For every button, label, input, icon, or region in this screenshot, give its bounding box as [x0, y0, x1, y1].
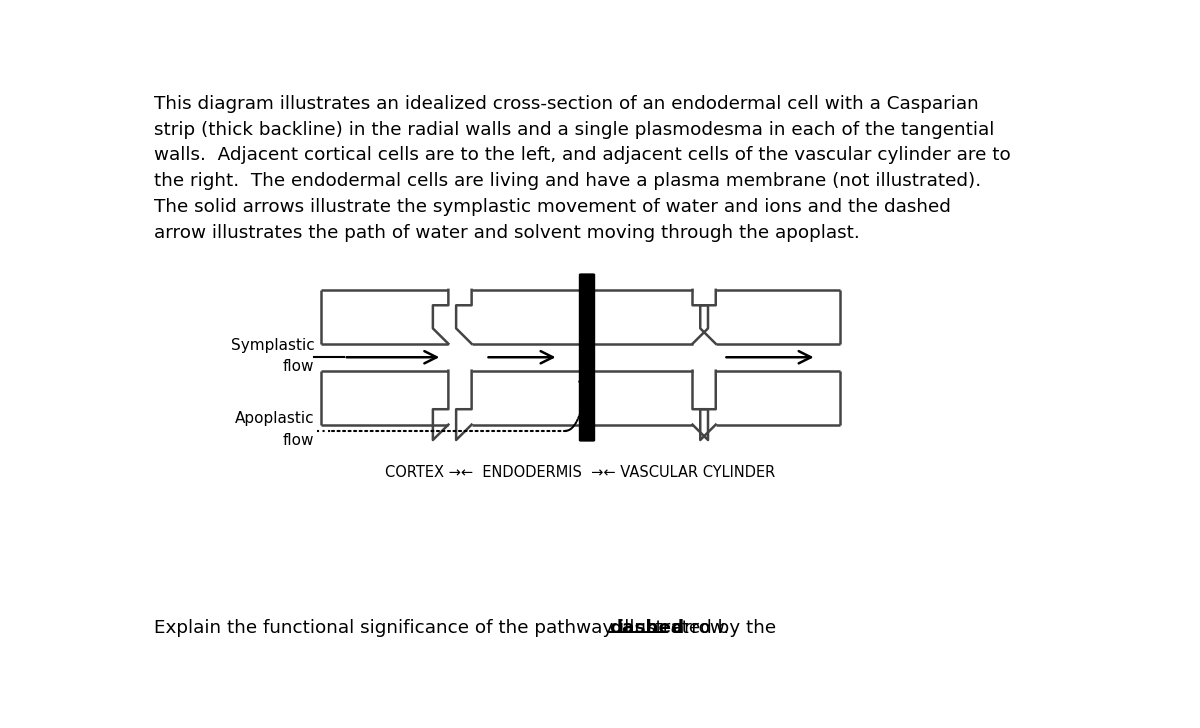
Text: arrow.: arrow. — [667, 619, 730, 637]
Text: CORTEX →←  ENDODERMIS  →← VASCULAR CYLINDER: CORTEX →← ENDODERMIS →← VASCULAR CYLINDE… — [385, 464, 775, 480]
Text: Apoplastic: Apoplastic — [235, 411, 314, 426]
Text: Symplastic: Symplastic — [230, 338, 314, 352]
Text: flow: flow — [283, 359, 314, 374]
Text: flow: flow — [283, 432, 314, 448]
Text: Explain the functional significance of the pathway illustrated by the: Explain the functional significance of t… — [154, 619, 782, 637]
Text: dashed: dashed — [610, 619, 685, 637]
Text: This diagram illustrates an idealized cross-section of an endodermal cell with a: This diagram illustrates an idealized cr… — [154, 95, 1010, 242]
